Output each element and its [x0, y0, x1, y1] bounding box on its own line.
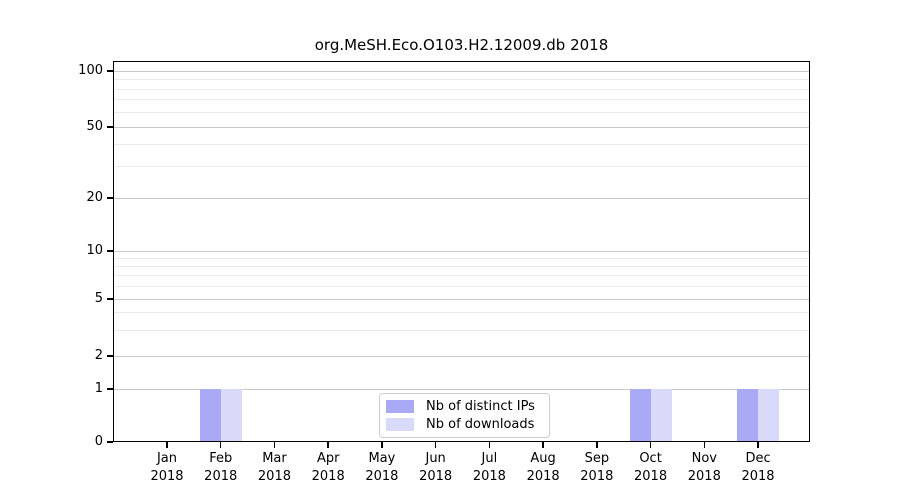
- x-tick: [434, 442, 437, 448]
- x-tick-label: Apr 2018: [296, 450, 360, 486]
- y-tick-label: 2: [94, 348, 103, 363]
- x-tick-label-line: Jul: [481, 451, 498, 466]
- y-gridline-minor: [113, 275, 810, 277]
- x-tick: [273, 442, 276, 448]
- x-tick-label-line: 2018: [526, 469, 560, 484]
- x-tick-label: Sep 2018: [565, 450, 629, 486]
- x-tick-label-line: Aug: [530, 451, 556, 466]
- x-tick-label-line: Jun: [425, 451, 446, 466]
- legend-label-distinct-ips: Nb of distinct IPs: [426, 399, 535, 414]
- y-tick-label: 100: [78, 63, 103, 78]
- x-tick-label: Aug 2018: [511, 450, 575, 486]
- bar-downloads: [220, 389, 242, 442]
- x-tick-label: Jan 2018: [135, 450, 199, 486]
- x-tick-label: Jul 2018: [457, 450, 521, 486]
- y-tick: [107, 250, 113, 252]
- y-gridline-minor: [113, 166, 810, 168]
- x-tick-label-line: Mar: [262, 451, 287, 466]
- x-tick: [596, 442, 598, 448]
- x-tick: [327, 442, 329, 448]
- legend-item-downloads: Nb of downloads: [386, 417, 541, 432]
- x-tick: [649, 442, 652, 448]
- x-tick-label-line: Nov: [691, 451, 717, 466]
- y-gridline-major: [113, 298, 810, 300]
- x-tick-label: Jun 2018: [404, 450, 468, 486]
- x-tick-label-line: 2018: [150, 469, 184, 484]
- y-tick: [107, 441, 113, 443]
- y-tick: [107, 126, 113, 128]
- plot-border: [113, 61, 810, 442]
- y-gridline-minor: [113, 285, 810, 287]
- x-tick-label-line: Apr: [316, 451, 340, 466]
- y-gridline-major: [113, 197, 810, 199]
- legend-swatch-distinct-ips: [386, 400, 414, 413]
- legend-swatch-downloads: [386, 418, 414, 431]
- y-gridline-major: [113, 70, 810, 72]
- y-tick-label: 1: [94, 381, 103, 396]
- y-gridline-minor: [113, 265, 810, 267]
- x-tick: [757, 442, 759, 448]
- x-tick-label: Mar 2018: [242, 450, 306, 486]
- x-tick: [542, 442, 544, 448]
- y-gridline-minor: [113, 257, 810, 259]
- y-tick: [107, 70, 113, 72]
- bar-distinct-ips: [199, 389, 221, 442]
- x-tick-label: Dec 2018: [726, 450, 790, 486]
- y-gridline-minor: [113, 330, 810, 332]
- x-tick-label-line: Jan: [156, 451, 178, 466]
- bar-downloads: [758, 389, 780, 442]
- y-gridline-major: [113, 126, 810, 128]
- x-tick-label-line: 2018: [687, 469, 721, 484]
- chart-title: org.MeSH.Eco.O103.H2.12009.db 2018: [314, 36, 609, 54]
- y-gridline-minor: [113, 99, 810, 101]
- x-tick-label-line: 2018: [580, 469, 614, 484]
- y-gridline-minor: [113, 88, 810, 90]
- x-tick-label: May 2018: [350, 450, 414, 486]
- legend: Nb of distinct IPs Nb of downloads: [379, 393, 550, 438]
- y-tick: [107, 298, 113, 300]
- y-tick: [107, 197, 113, 199]
- x-tick: [703, 442, 706, 448]
- x-tick-label: Feb 2018: [189, 450, 253, 486]
- x-tick-label-line: 2018: [365, 469, 399, 484]
- y-gridline-minor: [113, 312, 810, 314]
- y-tick-label: 50: [86, 119, 103, 134]
- x-tick-label-line: May: [368, 451, 396, 466]
- x-tick-label-line: 2018: [741, 469, 775, 484]
- y-gridline-minor: [113, 143, 810, 145]
- y-tick-label: 0: [94, 434, 103, 449]
- legend-item-distinct-ips: Nb of distinct IPs: [386, 399, 541, 414]
- bar-distinct-ips: [629, 389, 651, 442]
- x-tick-label-line: 2018: [257, 469, 291, 484]
- y-tick: [107, 355, 113, 357]
- x-tick-label-line: Oct: [639, 451, 662, 466]
- x-tick-label-line: Feb: [209, 451, 233, 466]
- bar-distinct-ips: [737, 389, 759, 442]
- x-tick-label: Oct 2018: [619, 450, 683, 486]
- x-tick-label: Nov 2018: [672, 450, 736, 486]
- y-gridline-minor: [113, 111, 810, 113]
- x-tick: [219, 442, 222, 448]
- y-gridline-major: [113, 388, 810, 390]
- y-tick-label: 10: [86, 243, 103, 258]
- x-tick-label-line: Dec: [745, 451, 771, 466]
- y-tick-label: 5: [94, 291, 103, 306]
- x-tick-label-line: 2018: [311, 469, 345, 484]
- legend-label-downloads: Nb of downloads: [426, 417, 535, 432]
- x-tick-label-line: 2018: [419, 469, 453, 484]
- x-tick: [381, 442, 383, 448]
- y-tick: [107, 388, 113, 390]
- y-tick-label: 20: [86, 190, 103, 205]
- x-tick: [166, 442, 168, 448]
- x-tick-label-line: 2018: [472, 469, 506, 484]
- y-gridline-major: [113, 250, 810, 252]
- x-tick-label-line: 2018: [634, 469, 668, 484]
- y-gridline-major: [113, 355, 810, 357]
- x-tick-label-line: 2018: [204, 469, 238, 484]
- bar-downloads: [650, 389, 672, 442]
- x-tick-label-line: Sep: [584, 451, 610, 466]
- x-tick: [488, 442, 491, 448]
- y-gridline-minor: [113, 79, 810, 80]
